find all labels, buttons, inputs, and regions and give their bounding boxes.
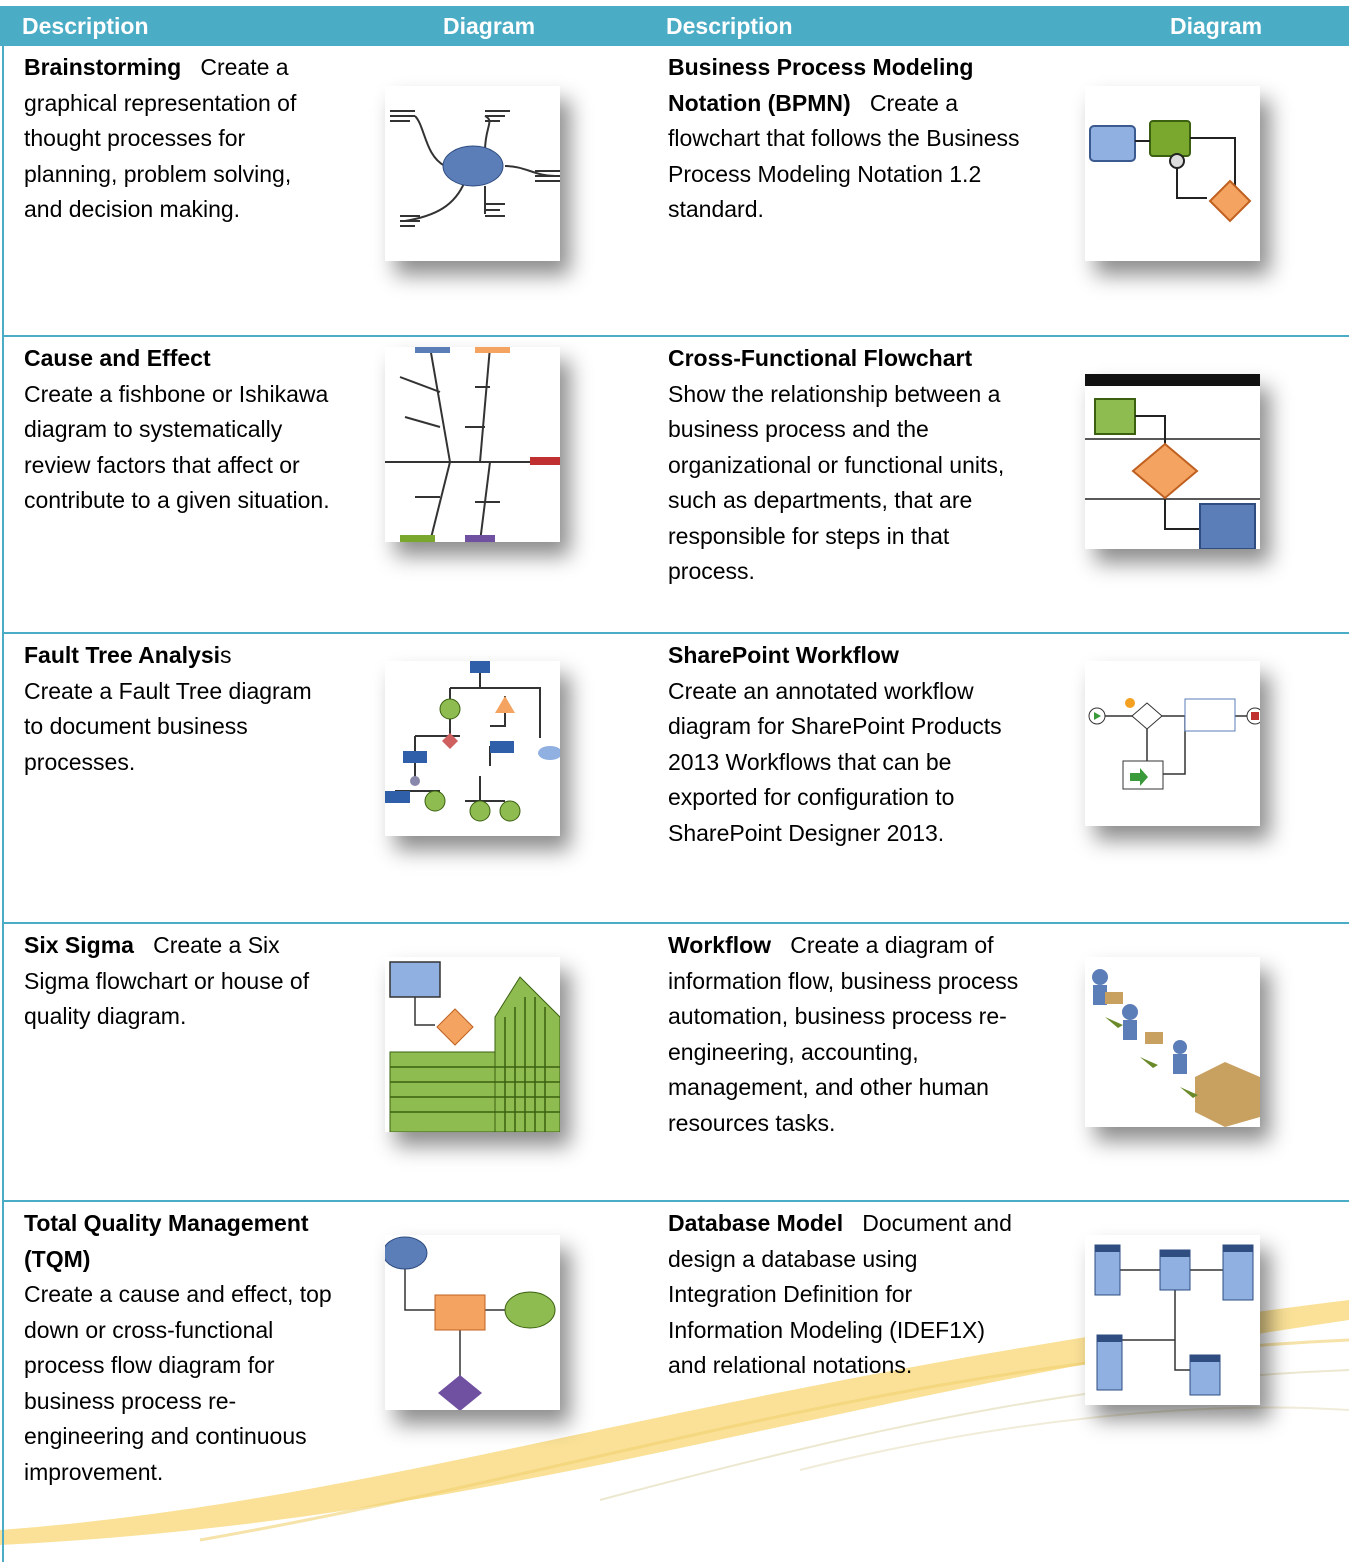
item-title: Cross-Functional Flowchart [668, 345, 973, 371]
item-title: Workflow [668, 932, 772, 958]
diagram-thumbnail [1085, 374, 1260, 549]
item-text: Show the relationship between a business… [668, 380, 1005, 585]
table-row: Six Sigma Create a Six Sigma flowchart o… [2, 924, 1349, 1202]
item-text: Document and design a database using Int… [668, 1210, 1012, 1378]
description: Business Process Modeling Notation (BPMN… [668, 50, 1028, 228]
table-row: Fault Tree Analysis Create a Fault Tree d… [2, 634, 1349, 924]
description: Cross-Functional Flowchart Show the relat… [668, 341, 1028, 590]
item-title: Total Quality Management (TQM) [24, 1210, 309, 1272]
description: Fault Tree Analysis Create a Fault Tree d… [24, 638, 334, 780]
item-title: Database Model [668, 1210, 844, 1236]
item-text: Create a fishbone or Ishikawa diagram to… [24, 380, 330, 514]
diagram-thumbnail [385, 1235, 560, 1410]
item-text: Create a cause and effect, top down or c… [24, 1281, 332, 1485]
description: Total Quality Management (TQM) Create a c… [24, 1206, 334, 1490]
item-title: Business Process Modeling Notation (BPMN… [668, 54, 974, 116]
table-row: Brainstorming Create a graphical represe… [2, 46, 1349, 337]
diagram-thumbnail [1085, 1235, 1260, 1405]
description: Six Sigma Create a Six Sigma flowchart o… [24, 928, 334, 1035]
header-cell: Description [22, 13, 149, 39]
header-cell: Diagram [443, 13, 536, 39]
header-cell: Description [666, 13, 793, 39]
diagram-thumbnail [1085, 957, 1260, 1127]
table-row: Cause and Effect Create a fishbone or Ish… [2, 337, 1349, 634]
diagram-thumbnail [385, 957, 560, 1132]
description: SharePoint Workflow Create an annotated w… [668, 638, 1028, 851]
item-title: Cause and Effect [24, 345, 211, 371]
diagram-thumbnail [385, 86, 560, 261]
diagram-thumbnail [385, 347, 560, 542]
item-title: Brainstorming [24, 54, 182, 80]
item-text: Create a Six Sigma flowchart or house of… [24, 932, 310, 1029]
item-text: Create a graphical representation of tho… [24, 54, 297, 222]
table-header: Description Diagram Description Diagram [0, 6, 1349, 46]
description: Workflow Create a diagram of information… [668, 928, 1028, 1141]
diagram-thumbnail [385, 661, 560, 836]
item-text: Create a Fault Tree diagram to document … [24, 677, 312, 775]
item-title: Six Sigma [24, 932, 134, 958]
diagram-thumbnail [1085, 661, 1260, 826]
description: Database Model Document and design a dat… [668, 1206, 1028, 1384]
item-text: Create an annotated workflow diagram for… [668, 677, 1002, 846]
item-title: SharePoint Workflow [668, 642, 899, 668]
item-title: Fault Tree Analysi [24, 642, 220, 668]
description: Cause and Effect Create a fishbone or Ish… [24, 341, 334, 519]
diagram-thumbnail [1085, 86, 1260, 261]
item-title-tail: s [220, 642, 232, 668]
description: Brainstorming Create a graphical represe… [24, 50, 334, 228]
header-cell: Diagram [1170, 13, 1263, 39]
item-text: Create a diagram of information flow, bu… [668, 932, 1019, 1136]
table-row: Total Quality Management (TQM) Create a c… [2, 1202, 1349, 1562]
item-text: Create a flowchart that follows the Busi… [668, 89, 1020, 223]
